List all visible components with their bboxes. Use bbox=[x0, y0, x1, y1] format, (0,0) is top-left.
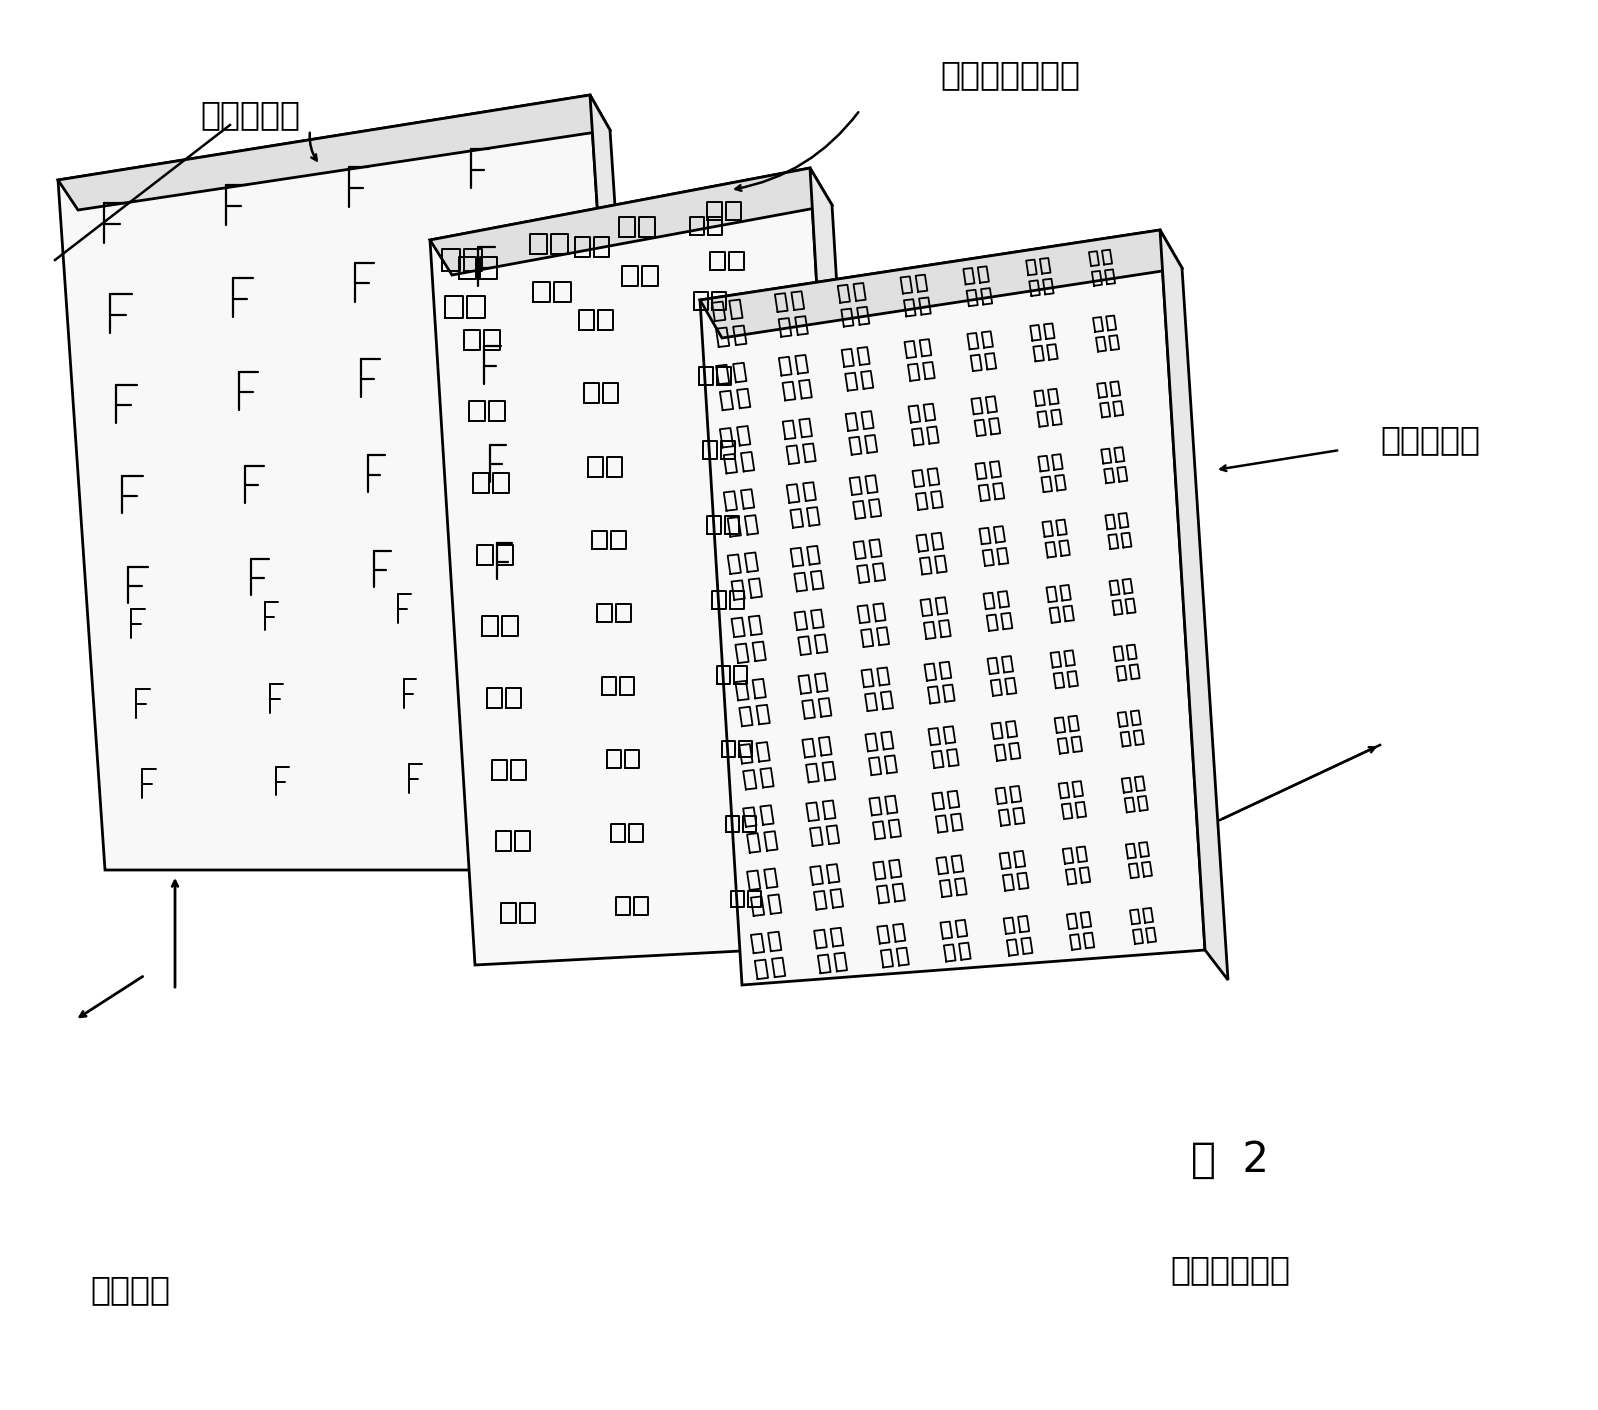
Polygon shape bbox=[1160, 230, 1227, 980]
Polygon shape bbox=[58, 94, 610, 210]
Text: （现有技术）: （现有技术） bbox=[1170, 1253, 1290, 1286]
Text: 小块辐射器: 小块辐射器 bbox=[1381, 423, 1480, 457]
Polygon shape bbox=[430, 168, 833, 275]
Polygon shape bbox=[700, 230, 1183, 338]
Text: 图  2: 图 2 bbox=[1191, 1139, 1269, 1182]
Polygon shape bbox=[58, 94, 641, 870]
Polygon shape bbox=[590, 94, 660, 890]
Text: 带分配网络: 带分配网络 bbox=[200, 99, 300, 131]
Text: 移相及放大模块: 移相及放大模块 bbox=[940, 58, 1080, 92]
Text: 双重极化: 双重极化 bbox=[89, 1273, 169, 1307]
Polygon shape bbox=[700, 230, 1205, 986]
Polygon shape bbox=[430, 168, 855, 964]
Polygon shape bbox=[810, 168, 877, 964]
